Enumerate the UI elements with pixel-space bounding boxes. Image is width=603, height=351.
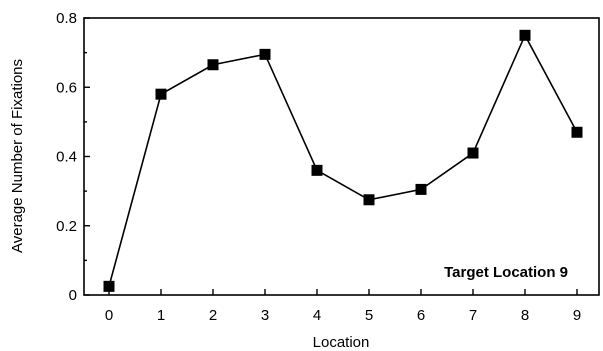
x-tick-label: 8 xyxy=(521,307,529,324)
data-point xyxy=(415,183,427,195)
x-tick-label: 2 xyxy=(209,307,217,324)
y-axis-title: Average Number of Fixations xyxy=(9,59,26,253)
data-point xyxy=(259,48,271,60)
y-axis: 0 0.2 0.4 0.6 0.8 xyxy=(56,10,90,304)
plot-frame xyxy=(83,17,600,296)
data-point xyxy=(311,164,323,176)
y-tick-label: 0 xyxy=(69,287,77,304)
y-tick-label: 0.8 xyxy=(56,10,77,27)
x-tick-label: 0 xyxy=(105,307,113,324)
x-axis: 0 1 2 3 4 5 6 7 8 9 xyxy=(105,289,581,324)
x-tick-label: 3 xyxy=(261,307,269,324)
x-tick-label: 9 xyxy=(573,307,581,324)
x-tick-label: 1 xyxy=(157,307,165,324)
data-point xyxy=(519,29,531,41)
data-point xyxy=(103,280,115,292)
y-tick-label: 0.4 xyxy=(56,149,77,166)
x-tick-label: 7 xyxy=(469,307,477,324)
series-line xyxy=(108,33,578,287)
x-tick-label: 5 xyxy=(365,307,373,324)
y-tick-label: 0.2 xyxy=(56,218,77,235)
series-fixations xyxy=(103,29,583,292)
data-point xyxy=(571,126,583,138)
target-location-annotation: Target Location 9 xyxy=(444,264,568,281)
data-point xyxy=(467,147,479,159)
x-tick-label: 6 xyxy=(417,307,425,324)
y-tick-label: 0.6 xyxy=(56,79,77,96)
data-point xyxy=(363,194,375,206)
x-tick-label: 4 xyxy=(313,307,321,324)
data-point xyxy=(155,88,167,100)
x-axis-title: Location xyxy=(313,334,370,351)
data-point xyxy=(207,59,219,71)
